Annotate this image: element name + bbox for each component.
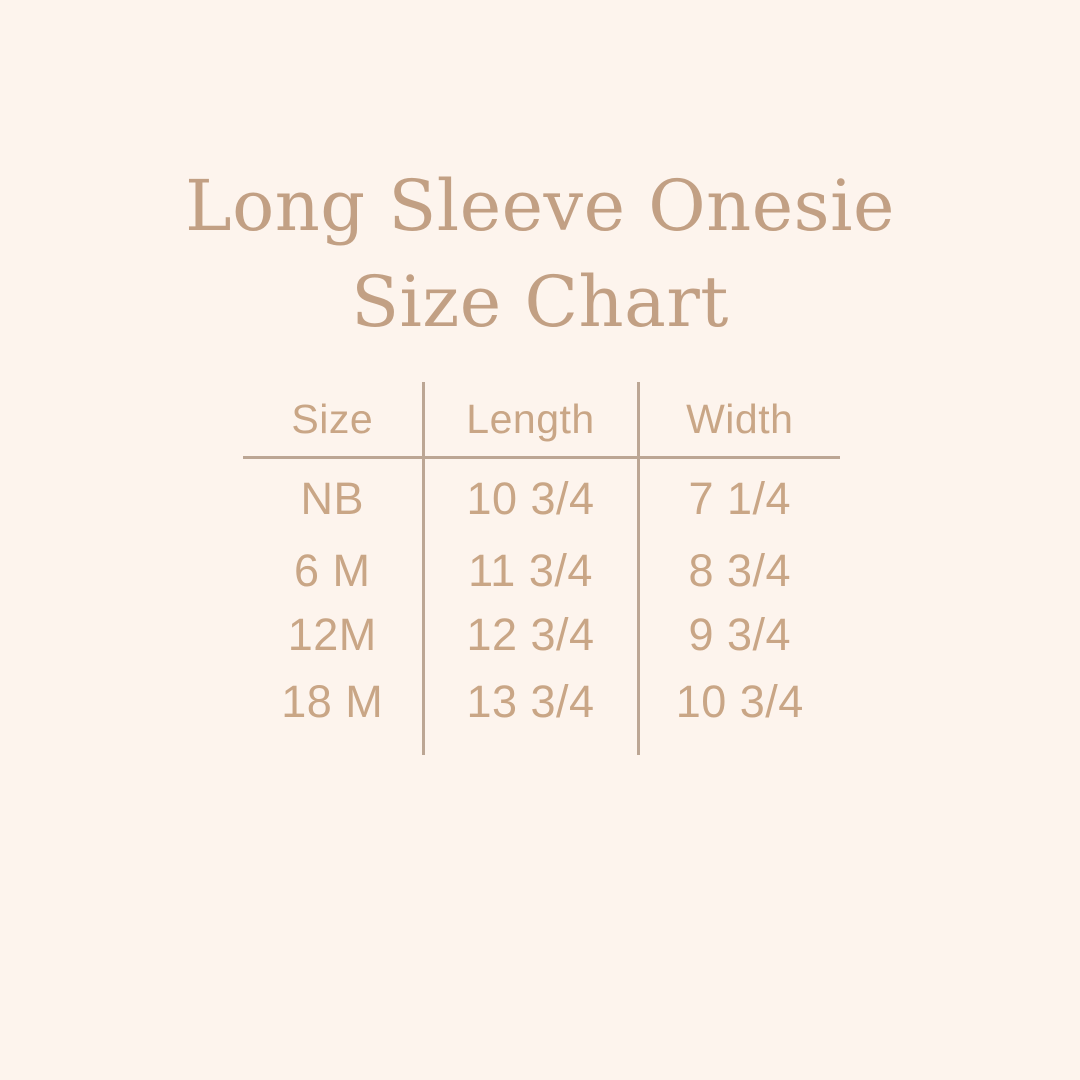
column-header-width-label: Width bbox=[686, 396, 794, 442]
cell-width-value: 8 3/4 bbox=[688, 545, 792, 596]
cell-size: NB bbox=[243, 458, 423, 540]
cell-width: 9 3/4 bbox=[636, 603, 840, 667]
table-row: 6 M 11 3/4 8 3/4 bbox=[243, 539, 840, 603]
cell-size-value: 18 M bbox=[281, 676, 384, 727]
cell-length-value: 10 3/4 bbox=[466, 473, 595, 524]
column-header-length-label: Length bbox=[466, 396, 595, 442]
cell-size-value: 12M bbox=[287, 609, 377, 660]
column-header-length: Length bbox=[421, 382, 638, 459]
cell-size: 12M bbox=[243, 603, 423, 667]
column-header-size: Size bbox=[243, 382, 423, 459]
column-header-width: Width bbox=[636, 382, 840, 459]
cell-width-value: 7 1/4 bbox=[688, 473, 792, 524]
cell-size: 18 M bbox=[243, 667, 423, 755]
page-title-line-2: Size Chart bbox=[351, 261, 729, 343]
cell-width-value: 10 3/4 bbox=[675, 676, 804, 727]
table-row: 18 M 13 3/4 10 3/4 bbox=[243, 667, 840, 755]
table-header: Size Length Width bbox=[243, 382, 840, 459]
table-header-row: Size Length Width bbox=[243, 382, 840, 459]
table-body: NB 10 3/4 7 1/4 6 M 11 3/4 8 3/4 bbox=[243, 457, 840, 755]
cell-length: 12 3/4 bbox=[421, 603, 638, 667]
cell-length-value: 13 3/4 bbox=[466, 676, 595, 727]
cell-size-value: NB bbox=[300, 473, 364, 524]
column-header-size-label: Size bbox=[291, 396, 374, 442]
cell-width-value: 9 3/4 bbox=[688, 609, 792, 660]
cell-length-value: 11 3/4 bbox=[468, 545, 593, 596]
cell-width: 10 3/4 bbox=[636, 667, 840, 755]
table-row: 12M 12 3/4 9 3/4 bbox=[243, 603, 840, 667]
cell-width: 8 3/4 bbox=[636, 539, 840, 603]
cell-size: 6 M bbox=[243, 539, 423, 603]
size-chart-table: Size Length Width NB 10 3/4 7 1/4 bbox=[243, 382, 840, 755]
page-title: Long Sleeve Onesie Size Chart bbox=[0, 158, 1080, 350]
cell-length: 10 3/4 bbox=[421, 457, 638, 539]
cell-size-value: 6 M bbox=[293, 545, 371, 596]
cell-width: 7 1/4 bbox=[636, 457, 840, 539]
cell-length-value: 12 3/4 bbox=[466, 609, 595, 660]
cell-length: 11 3/4 bbox=[421, 539, 638, 603]
cell-length: 13 3/4 bbox=[421, 667, 638, 755]
page-title-line-1: Long Sleeve Onesie bbox=[185, 165, 895, 247]
table-row: NB 10 3/4 7 1/4 bbox=[243, 457, 840, 540]
